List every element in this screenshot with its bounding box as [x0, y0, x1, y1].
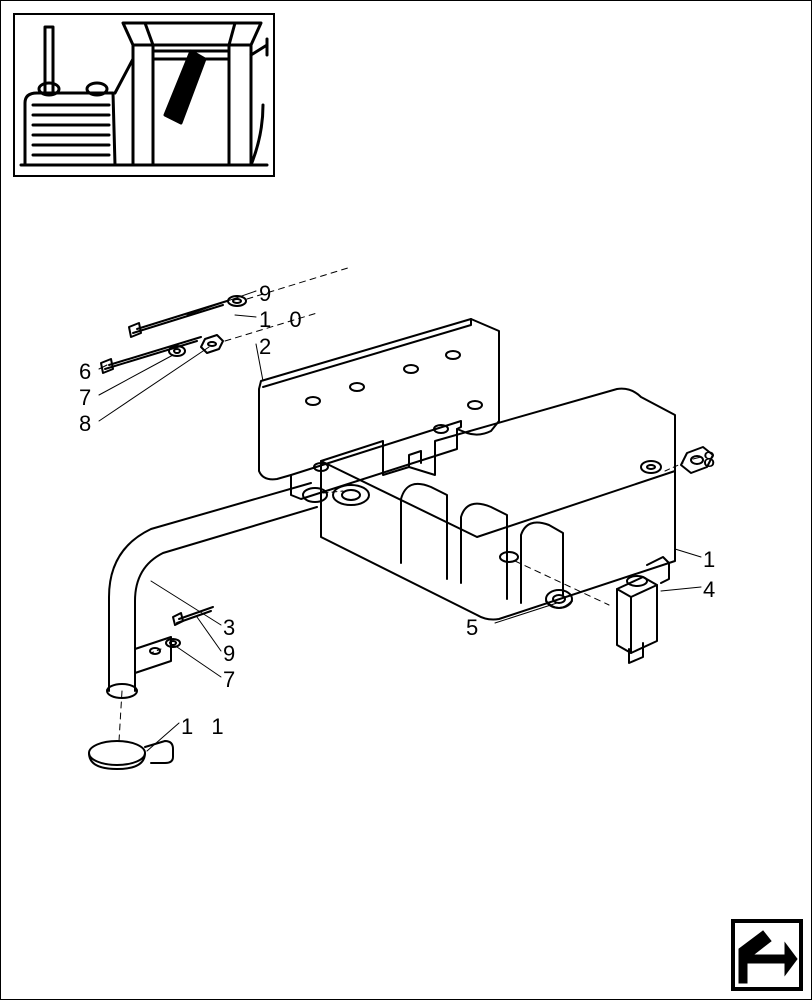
callout-6: 6 [79, 359, 97, 385]
exploded-parts-svg [1, 1, 812, 1001]
callout-3: 3 [223, 615, 241, 641]
callout-9b: 9 [223, 641, 241, 667]
page-nav-icon[interactable] [731, 919, 803, 991]
callout-4: 4 [703, 577, 721, 603]
callout-1: 1 [703, 547, 721, 573]
callout-5: 5 [466, 615, 484, 641]
callout-11: 1 1 [181, 714, 230, 740]
callout-2: 2 [259, 334, 277, 360]
callout-7b: 7 [223, 667, 241, 693]
callout-8a: 8 [79, 411, 97, 437]
callout-10: 1 0 [259, 307, 308, 333]
diagram-page: 9 1 0 2 6 7 8 8 1 4 5 3 9 7 1 1 [0, 0, 812, 1000]
callout-8b: 8 [703, 447, 721, 473]
callout-7a: 7 [79, 385, 97, 411]
callout-9a: 9 [259, 281, 277, 307]
